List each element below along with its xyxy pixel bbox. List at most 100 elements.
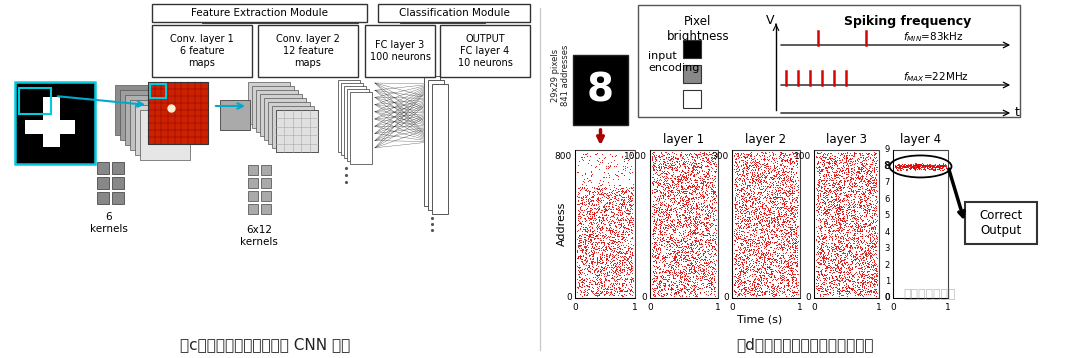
Point bbox=[831, 269, 848, 275]
Point bbox=[841, 176, 859, 182]
Point bbox=[762, 271, 780, 277]
Point bbox=[862, 257, 879, 263]
Point bbox=[701, 212, 718, 218]
Point bbox=[609, 236, 626, 242]
Point bbox=[649, 245, 666, 251]
Point bbox=[622, 219, 639, 225]
Point bbox=[698, 226, 715, 231]
Point bbox=[834, 197, 851, 203]
Point bbox=[756, 152, 773, 158]
Point bbox=[683, 248, 700, 254]
Point bbox=[778, 263, 795, 268]
Point bbox=[706, 169, 724, 174]
Point bbox=[858, 220, 875, 226]
Point bbox=[785, 240, 802, 246]
Point bbox=[912, 163, 929, 169]
Point bbox=[581, 200, 598, 206]
Point bbox=[744, 193, 761, 199]
Point bbox=[765, 181, 782, 187]
Point bbox=[759, 256, 777, 262]
Point bbox=[678, 245, 696, 251]
Point bbox=[729, 215, 746, 221]
Point bbox=[671, 213, 688, 218]
Point bbox=[887, 163, 904, 168]
Point bbox=[686, 222, 703, 227]
Point bbox=[662, 261, 679, 267]
Point bbox=[694, 252, 712, 258]
Point bbox=[693, 248, 711, 253]
Point bbox=[667, 223, 685, 228]
Point bbox=[841, 155, 859, 161]
Point bbox=[838, 194, 855, 199]
Point bbox=[740, 258, 757, 264]
Point bbox=[580, 208, 597, 214]
Point bbox=[735, 282, 753, 288]
Point bbox=[686, 267, 703, 273]
Point bbox=[735, 210, 753, 216]
Point bbox=[760, 284, 778, 290]
Point bbox=[667, 259, 685, 265]
Point bbox=[687, 221, 704, 226]
Point bbox=[697, 211, 714, 217]
Point bbox=[768, 219, 785, 225]
Point bbox=[580, 281, 597, 287]
Point bbox=[623, 164, 640, 169]
Point bbox=[605, 290, 622, 296]
Point bbox=[696, 239, 713, 245]
Point bbox=[593, 280, 610, 286]
Point bbox=[657, 280, 674, 286]
Point bbox=[761, 207, 779, 213]
Point bbox=[866, 176, 883, 182]
Point bbox=[589, 256, 606, 261]
Point bbox=[839, 197, 856, 202]
Point bbox=[822, 213, 839, 219]
Point bbox=[730, 200, 747, 206]
Point bbox=[656, 165, 673, 170]
Point bbox=[685, 173, 702, 179]
Point bbox=[819, 286, 836, 292]
Point bbox=[607, 153, 624, 159]
Point bbox=[602, 200, 619, 206]
Point bbox=[783, 166, 800, 171]
Point bbox=[735, 286, 753, 291]
Point bbox=[832, 204, 849, 210]
Point bbox=[672, 176, 689, 182]
Point bbox=[846, 221, 863, 226]
Point bbox=[650, 250, 667, 256]
Point bbox=[831, 288, 848, 294]
Point bbox=[768, 253, 785, 259]
Point bbox=[596, 248, 613, 254]
Point bbox=[859, 252, 876, 257]
Point bbox=[808, 237, 825, 242]
Point bbox=[811, 234, 828, 240]
Point bbox=[664, 223, 681, 229]
Point bbox=[698, 276, 715, 282]
Point bbox=[826, 180, 843, 186]
Point bbox=[918, 165, 935, 170]
Point bbox=[700, 292, 717, 298]
Point bbox=[753, 292, 770, 298]
Point bbox=[781, 252, 798, 257]
Point bbox=[834, 173, 851, 179]
Point bbox=[742, 272, 759, 278]
Point bbox=[594, 191, 611, 197]
Point bbox=[665, 271, 683, 276]
Point bbox=[768, 242, 785, 248]
Point bbox=[737, 266, 754, 271]
Point bbox=[584, 252, 602, 257]
Point bbox=[658, 154, 675, 160]
Point bbox=[773, 272, 791, 277]
Point bbox=[756, 155, 773, 161]
Point bbox=[752, 194, 769, 200]
Point bbox=[677, 215, 694, 221]
Point bbox=[581, 188, 598, 194]
Point bbox=[586, 235, 604, 241]
Point bbox=[738, 268, 755, 274]
Point bbox=[832, 203, 849, 209]
Point bbox=[673, 224, 690, 229]
Point bbox=[814, 237, 832, 242]
Point bbox=[588, 289, 605, 295]
Point bbox=[674, 222, 691, 228]
Point bbox=[671, 255, 688, 261]
Bar bbox=[261, 191, 271, 201]
